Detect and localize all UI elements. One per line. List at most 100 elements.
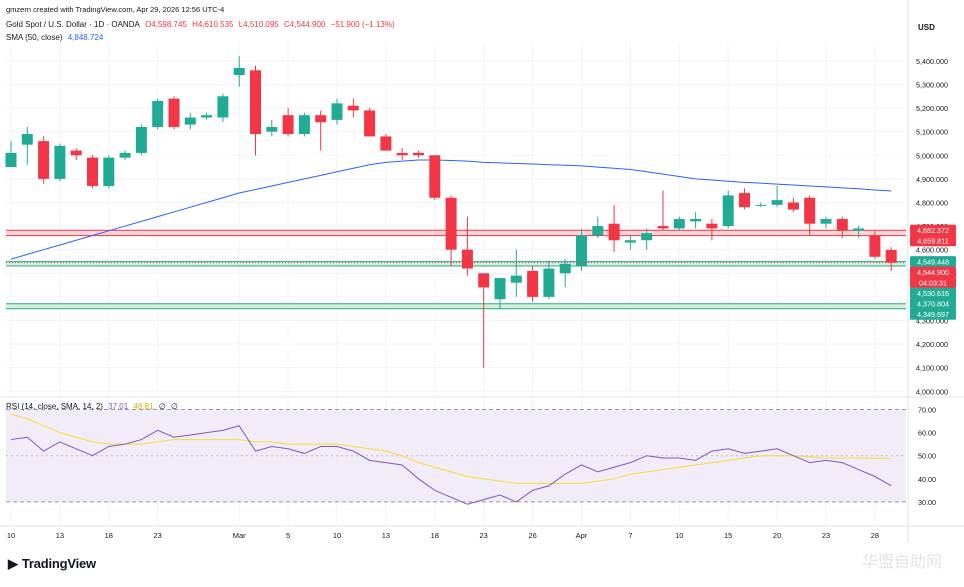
price-tick-label: 5,300.000 <box>916 80 948 89</box>
candle-body <box>820 219 832 224</box>
price-tick-label: 5,000.000 <box>916 151 948 160</box>
rsi-tick-label: 40.00 <box>918 475 936 484</box>
candle-body <box>250 70 261 135</box>
price-level-label-bg <box>910 287 956 299</box>
price-tick-label: 5,400.000 <box>916 57 948 66</box>
rsi-label: RSI (14, close, SMA, 14, 2) <box>6 402 103 411</box>
symbol-name: Gold Spot / U.S. Dollar · 1D · OANDA <box>6 20 140 29</box>
support-zone-upper <box>6 261 906 267</box>
price-tick-label: 5,200.000 <box>916 104 948 113</box>
rsi-extra-2: ∅ <box>170 402 178 411</box>
price-tick-label: 5,100.000 <box>916 128 948 137</box>
candle-body <box>429 155 441 198</box>
candle-body <box>87 157 98 186</box>
candle-body <box>70 150 82 156</box>
date-tick-label: 23 <box>480 531 488 540</box>
creator-line: gmzern created with TradingView.com, Apr… <box>6 5 225 14</box>
candle-body <box>135 126 147 153</box>
price-level-label: 4,682.372 <box>917 226 949 235</box>
tradingview-logo[interactable]: ▶ TradingView <box>8 556 96 571</box>
candle-body <box>706 223 718 229</box>
candle-body <box>201 115 213 118</box>
price-tick-label: 4,800.000 <box>916 198 948 207</box>
date-tick-label: 10 <box>675 531 683 540</box>
candle-body <box>266 126 278 132</box>
sma-legend[interactable]: SMA (50, close) 4,848.724 <box>6 33 106 42</box>
date-tick-label: 20 <box>773 531 781 540</box>
price-level-label: 4,549.448 <box>917 257 949 266</box>
candle-body <box>103 157 115 186</box>
date-tick-label: 10 <box>7 531 15 540</box>
price-level-label-bg <box>910 298 956 310</box>
candle-body <box>331 103 343 120</box>
candle-body <box>396 152 408 156</box>
close-value: C4,544.900 <box>284 20 326 29</box>
date-tick-label: 5 <box>286 531 290 540</box>
candle-body <box>624 240 636 243</box>
support-zone-lower <box>6 303 906 309</box>
candle-body <box>380 136 392 151</box>
date-tick-label: 10 <box>333 531 341 540</box>
price-level-label: 4,370.804 <box>917 300 949 309</box>
candle-body <box>722 195 734 227</box>
currency-label: USD <box>918 23 935 32</box>
price-tick-label: 4,000.000 <box>916 387 948 396</box>
candle-body <box>478 273 490 288</box>
candle-body <box>755 204 767 206</box>
rsi-tick-label: 70.00 <box>918 406 936 415</box>
candle-body <box>543 268 555 297</box>
candle-body <box>510 275 522 283</box>
candle-body <box>54 145 66 179</box>
candle-body <box>559 263 571 274</box>
candle-body <box>576 235 587 267</box>
candle-body <box>869 235 881 257</box>
date-tick-label: 7 <box>628 531 632 540</box>
price-level-label-bg <box>910 235 956 247</box>
candle-body <box>739 193 750 208</box>
date-tick-label: 23 <box>822 531 830 540</box>
price-tick-label: 4,100.000 <box>916 364 948 373</box>
candle-body <box>461 249 473 269</box>
date-tick-label: 18 <box>105 531 113 540</box>
date-tick-label: 26 <box>528 531 536 540</box>
high-value: H4,610.535 <box>192 20 234 29</box>
price-level-label-bg <box>910 308 956 320</box>
price-level-label: 04:03:31 <box>919 278 947 287</box>
rsi-extra-1: ∅ <box>158 402 166 411</box>
candle-body <box>5 152 17 168</box>
date-tick-label: 18 <box>431 531 439 540</box>
price-tick-label: 4,600.000 <box>916 246 948 255</box>
candle-body <box>836 219 848 231</box>
candle-body <box>38 141 50 179</box>
candle-body <box>853 228 865 231</box>
candle-body <box>641 233 653 241</box>
candle-body <box>494 278 506 300</box>
price-level-label: 4,544.900 <box>917 268 949 277</box>
rsi-value: 37.01 <box>108 402 129 411</box>
sma-line <box>10 159 892 260</box>
rsi-sma-line <box>10 413 892 484</box>
candle-body <box>690 219 702 222</box>
change-value: −51.900 (−1.13%) <box>330 20 395 29</box>
price-tick-label: 4,200.000 <box>916 340 948 349</box>
candle-body <box>364 110 376 137</box>
candle-body <box>298 115 310 135</box>
date-tick-label: 23 <box>154 531 162 540</box>
candle-body <box>885 249 897 263</box>
rsi-legend[interactable]: RSI (14, close, SMA, 14, 2) 37.01 48.81 … <box>6 402 181 411</box>
candle-body <box>282 115 294 135</box>
tradingview-mark-icon: ▶ <box>8 556 18 571</box>
price-level-label-bg <box>910 266 956 278</box>
date-tick-label: Apr <box>576 531 588 540</box>
candle-body <box>152 101 164 127</box>
price-level-label: 4,659.811 <box>917 237 948 246</box>
sma-value: 4,848.724 <box>67 33 104 42</box>
candle-body <box>168 98 180 127</box>
rsi-tick-label: 60.00 <box>918 429 936 438</box>
candle-body <box>787 202 799 210</box>
price-level-label-bg <box>910 224 956 236</box>
candle-body <box>119 152 131 158</box>
price-tick-label: 4,300.000 <box>916 316 948 325</box>
